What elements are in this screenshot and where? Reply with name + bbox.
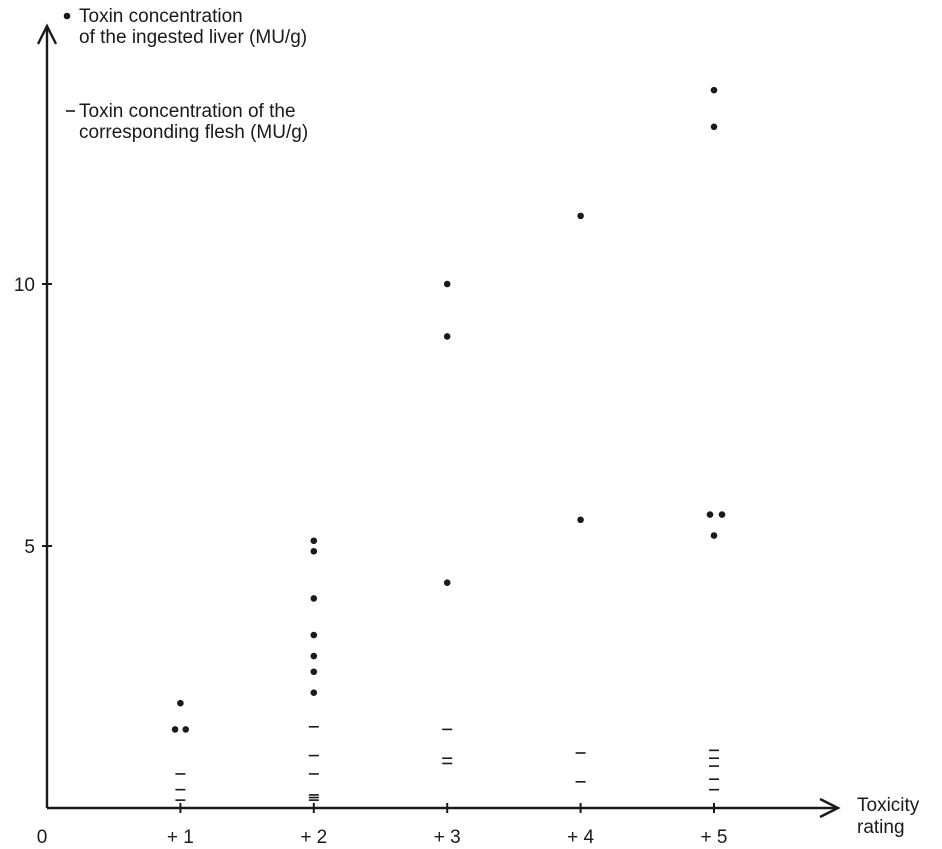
liver-dot	[718, 511, 726, 518]
liver-dot	[310, 595, 318, 602]
data-marks	[171, 86, 726, 801]
x-tick-label: + 1	[167, 827, 194, 848]
liver-dot	[171, 726, 179, 733]
liver-dot	[310, 631, 318, 639]
liver-dot	[710, 123, 718, 131]
y-tick-label: 5	[24, 537, 35, 558]
x-axis-arrowhead	[819, 797, 841, 819]
legend-dot-marker	[63, 12, 71, 20]
liver-dot	[182, 726, 190, 733]
x-axis-title-line: Toxicity	[857, 795, 920, 816]
liver-dot	[443, 579, 451, 586]
liver-dot	[577, 212, 584, 220]
axes	[36, 23, 841, 819]
liver-dot	[710, 532, 718, 539]
liver-dot	[443, 333, 451, 340]
x-tick-label: + 4	[567, 827, 594, 848]
liver-dot	[310, 537, 318, 545]
legend-text-line: Toxin concentration of the	[79, 101, 296, 122]
liver-dot	[706, 511, 714, 518]
liver-dot	[310, 668, 318, 676]
liver-dot	[577, 516, 584, 524]
x-tick-label: + 2	[300, 827, 327, 848]
y-tick-label: 10	[14, 275, 35, 296]
x-tick-label: + 3	[434, 827, 461, 848]
x-axis-title: Toxicity rating	[857, 795, 920, 838]
x-axis-title-line: rating	[857, 817, 905, 838]
legend-text-line: Toxin concentration	[79, 6, 243, 27]
y-ticks: 5 10	[14, 275, 52, 558]
x-tick-label: 0	[37, 827, 48, 848]
liver-dot	[177, 699, 184, 707]
liver-dot	[710, 86, 718, 94]
x-ticks: 0 + 1 + 2 + 3 + 4 + 5	[37, 803, 728, 848]
liver-dot	[310, 652, 318, 660]
x-tick-label: + 5	[701, 827, 728, 848]
liver-dot	[443, 280, 451, 288]
legend-text-line: of the ingested liver (MU/g)	[79, 27, 307, 48]
legend-text-line: corresponding flesh (MU/g)	[79, 122, 308, 143]
y-axis-arrowhead	[36, 23, 58, 45]
liver-dot	[310, 689, 318, 697]
liver-dot	[310, 547, 318, 555]
